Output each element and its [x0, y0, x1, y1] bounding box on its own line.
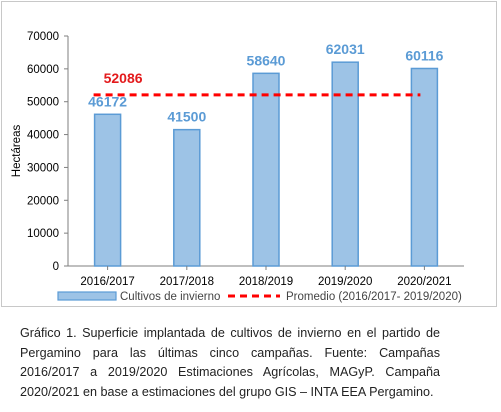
x-tick-label: 2016/2017: [80, 276, 134, 288]
y-tick-label: 0: [53, 261, 59, 273]
bar: [173, 128, 201, 267]
x-tick-label: 2019/2020: [318, 276, 372, 288]
y-tick-label: 30000: [27, 162, 59, 174]
x-tick-label: 2020/2021: [397, 276, 451, 288]
chart-frame: 0 10000 20000 30000 40000 50000 60000 70000 Hect…: [1, 1, 497, 307]
y-tick-label: 40000: [27, 130, 59, 142]
legend-swatch-bars: [57, 291, 117, 301]
y-tick-label: 60000: [27, 64, 59, 76]
legend-label-average: Promedio (2016/2017- 2019/2020): [286, 291, 462, 303]
y-tick-label: 70000: [27, 31, 59, 43]
figure-caption: Gráfico 1. Superficie implantada de cult…: [20, 326, 440, 399]
data-label: 41500: [167, 109, 206, 125]
average-label: 52086: [104, 70, 143, 86]
data-label: 60116: [405, 47, 443, 63]
data-label: 46172: [88, 93, 127, 109]
y-tick-label: 10000: [27, 228, 59, 240]
data-label: 62031: [326, 41, 365, 57]
x-tick-label: 2018/2019: [239, 276, 293, 288]
data-label: 58640: [247, 52, 286, 68]
x-tick-label: 2017/2018: [160, 276, 214, 288]
legend-label-bars: Cultivos de invierno: [120, 291, 220, 303]
y-tick-label: 50000: [27, 97, 59, 109]
bar: [331, 61, 359, 267]
bar: [93, 113, 122, 267]
y-tick-label: 20000: [27, 195, 59, 207]
bar: [410, 67, 439, 267]
y-axis-label: Hectáreas: [11, 125, 23, 178]
bar-chart: 0 10000 20000 30000 40000 50000 60000 70000 Hect…: [11, 31, 464, 303]
bar: [252, 72, 280, 267]
